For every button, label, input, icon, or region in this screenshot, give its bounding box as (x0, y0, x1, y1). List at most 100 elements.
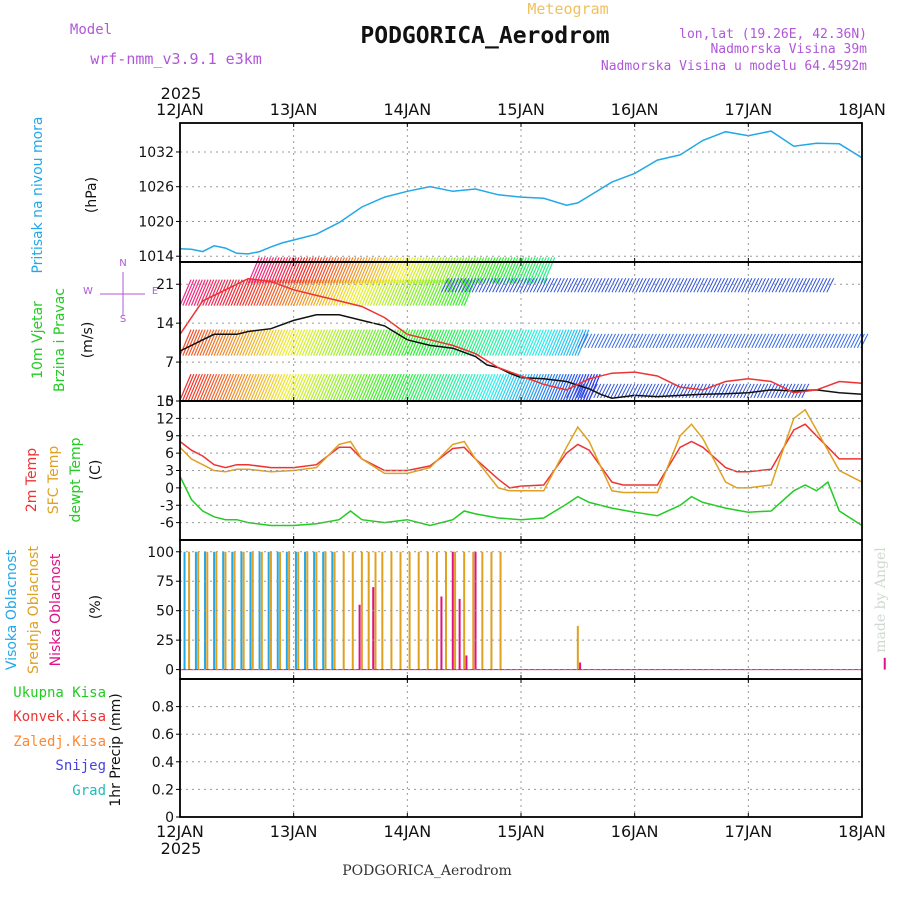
wind-barb (716, 383, 724, 399)
wind-barb (638, 333, 647, 349)
wind-barb (744, 278, 753, 293)
wind-barb (241, 279, 255, 306)
wind-barb (546, 329, 559, 356)
wind-barb (349, 329, 363, 356)
wind-barb (597, 333, 606, 349)
wind-barb (729, 383, 738, 399)
wind-barb (451, 278, 460, 293)
wind-barb (477, 373, 490, 401)
wind-barb (563, 373, 576, 401)
wind-barb (596, 383, 605, 399)
wind-barb (355, 373, 368, 401)
wind-barb (489, 329, 502, 356)
wind-barb (621, 278, 630, 293)
wind-barb (361, 373, 374, 401)
wind-barb (222, 373, 235, 401)
wind-barb (423, 329, 436, 356)
wind-barb (727, 333, 736, 349)
wind-barb (222, 329, 235, 356)
wind-barb (652, 333, 661, 349)
panel-frame (179, 122, 863, 263)
wind-barb (771, 333, 780, 349)
wind-barb (754, 333, 763, 349)
wind-barb (805, 278, 814, 293)
wind-barb (378, 329, 391, 356)
y-axis-label: Visoka Oblacnost (4, 549, 20, 670)
y-tick-label: 1032 (138, 145, 174, 161)
wind-barb (347, 373, 360, 401)
wind-barb (401, 373, 414, 401)
compass-label: W (83, 286, 93, 297)
wind-barb (446, 329, 459, 356)
wind-barb (205, 329, 218, 356)
wind-barb (392, 373, 405, 401)
wind-barb (244, 329, 257, 356)
wind-barb (219, 329, 232, 356)
wind-barb (301, 329, 314, 356)
y-tick-label: 0 (165, 481, 174, 497)
wind-barb (210, 373, 223, 401)
wind-barb (654, 383, 663, 399)
wind-barb (734, 333, 743, 349)
wind-barb (554, 329, 567, 356)
wind-barb (338, 373, 351, 401)
wind-barb (713, 333, 722, 349)
wind-barb (475, 278, 483, 293)
y-tick-label: 3 (165, 464, 174, 480)
wind-barb (531, 329, 544, 356)
wind-barb (843, 333, 852, 349)
wind-barb (429, 279, 442, 306)
wind-barb (310, 373, 323, 401)
wind-barb (601, 278, 610, 293)
wind-barb (452, 373, 465, 401)
wind-barb (352, 279, 365, 306)
x-tick-label: 17JAN (724, 100, 772, 119)
wind-barb (689, 278, 698, 293)
wind-barb (455, 329, 468, 356)
wind-barb (378, 279, 391, 306)
wind-barb (792, 333, 801, 349)
wind-barb (261, 279, 274, 306)
wind-barb (556, 278, 565, 293)
wind-barb (509, 329, 522, 356)
wind-barb (264, 279, 277, 306)
wind-barb (620, 383, 629, 399)
wind-barb (395, 279, 408, 306)
wind-barb (739, 383, 748, 399)
wind-barb (497, 329, 510, 356)
wind-barb (679, 278, 688, 293)
wind-barb (224, 329, 238, 356)
wind-barb (683, 333, 691, 349)
wind-barb (492, 278, 501, 293)
wind-barb (577, 278, 586, 293)
y-tick-label: 0.8 (152, 700, 174, 716)
x-tick-label: 13JAN (270, 822, 318, 841)
wind-barb (443, 329, 456, 356)
wind-barb (207, 373, 220, 401)
wind-barb (244, 373, 257, 401)
wind-barb (239, 329, 252, 356)
credit: made by Angel (873, 547, 889, 653)
wind-barb (452, 279, 465, 306)
x-tick-label: 17JAN (724, 822, 772, 841)
wind-barb (318, 329, 331, 356)
x-tick-label: 15JAN (497, 822, 545, 841)
wind-barb (597, 278, 606, 293)
wind-barb (213, 329, 226, 356)
wind-barb (727, 278, 736, 293)
wind-barb (330, 279, 343, 306)
wind-barb (792, 278, 801, 293)
y-tick-label: 1026 (138, 180, 174, 196)
wind-barb (594, 333, 603, 349)
wind-barb (537, 329, 550, 356)
wind-barb (764, 333, 773, 349)
wind-barb (440, 329, 453, 356)
wind-barb (489, 373, 502, 401)
wind-barb (778, 333, 787, 349)
wind-barb (420, 373, 434, 401)
wind-barb (520, 329, 533, 356)
wind-barb (273, 373, 286, 401)
wind-barb (213, 373, 226, 401)
wind-barb (737, 333, 746, 349)
wind-barb (700, 333, 709, 349)
